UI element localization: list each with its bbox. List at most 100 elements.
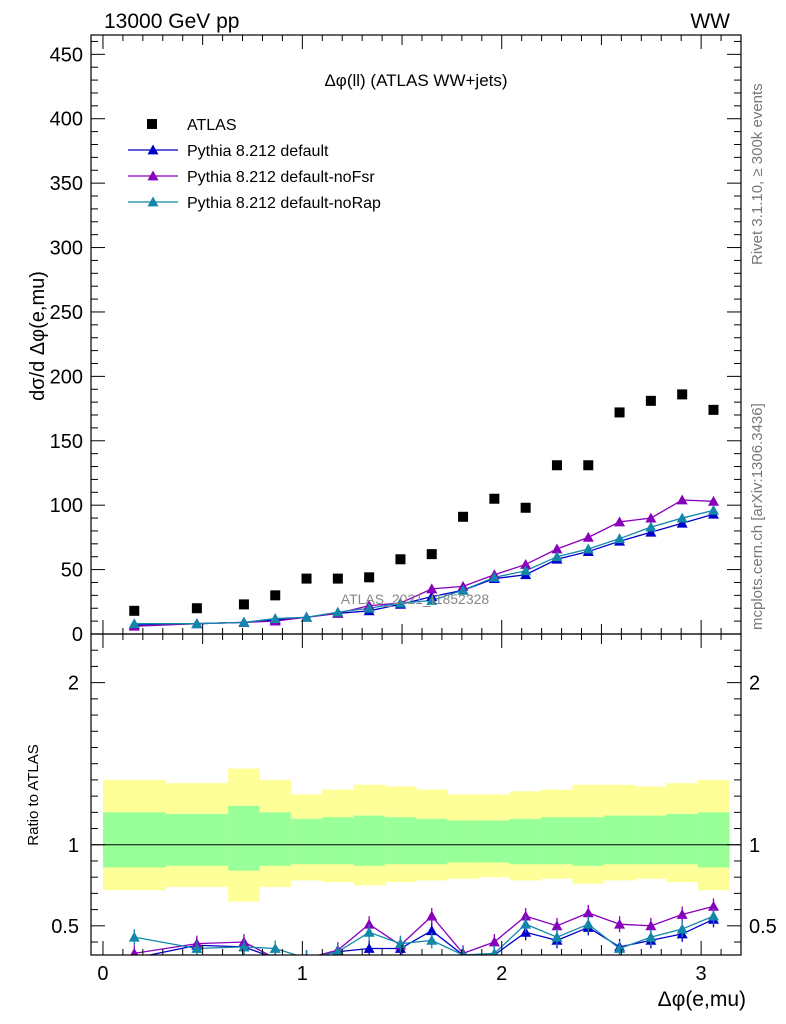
ratio-point-series-2 [128, 931, 140, 942]
ratio-axes: 0.5 0.5 1 1 2 2 0 1 2 3 [51, 634, 777, 985]
xtick-label: 1 [297, 963, 308, 985]
data-point-series-3 [645, 521, 657, 532]
ratio-point-series-1 [645, 920, 657, 931]
main-ytick-label: 50 [61, 560, 83, 582]
data-point-atlas [708, 404, 719, 415]
main-ytick-label: 0 [72, 624, 83, 646]
data-point-atlas [551, 460, 562, 471]
uncertainty-band-inner [697, 812, 730, 868]
data-point-atlas [270, 590, 281, 601]
data-point-series-3 [551, 551, 563, 562]
data-point-atlas [332, 573, 343, 584]
legend-label: Pythia 8.212 default [187, 143, 329, 160]
legend-marker-atlas [147, 119, 157, 129]
uncertainty-band-inner [165, 813, 229, 866]
data-point-series-2 [645, 512, 657, 523]
main-ytick-label: 150 [50, 431, 83, 453]
data-point-series-3 [128, 618, 140, 629]
data-point-series-3 [394, 597, 406, 608]
ratio-bands [102, 768, 730, 902]
uncertainty-band-inner [102, 812, 167, 868]
ratio-point-series-2 [394, 938, 406, 949]
legend-marker [147, 196, 159, 207]
ratio-point-series-2 [490, 947, 499, 955]
ratio-point-series-2 [269, 943, 281, 953]
uncertainty-band-inner [666, 813, 699, 865]
data-point-series-3 [301, 611, 313, 622]
legend-marker [147, 144, 159, 155]
data-point-atlas [645, 395, 656, 406]
data-point-atlas [364, 572, 375, 583]
process-label: WW [690, 10, 730, 33]
ratio-point-series-1 [520, 910, 532, 921]
ratio-data-layer [128, 898, 719, 955]
data-point-series-3 [269, 613, 281, 623]
ratio-point-series-2 [520, 918, 532, 929]
legend-marker [147, 170, 159, 181]
ratio-point-series-2 [551, 931, 563, 942]
main-title: Δφ(ll) (ATLAS WW+jets) [324, 71, 507, 90]
ratio-line-2 [134, 915, 714, 955]
ratio-ytick-label-right: 2 [749, 673, 760, 695]
ratio-point-series-2 [707, 910, 719, 921]
main-ytick-label: 450 [50, 44, 83, 66]
main-ytick-label: 200 [50, 366, 83, 388]
data-point-series-2 [614, 516, 626, 527]
main-ytick-label: 350 [50, 173, 83, 195]
series-line-1 [134, 513, 714, 626]
data-point-series-3 [426, 595, 438, 605]
ratio-point-series-1 [488, 936, 500, 947]
uncertainty-band-inner [322, 817, 354, 865]
uncertainty-band-inner [635, 815, 667, 865]
data-point-series-2 [426, 583, 438, 594]
ratio-point-series-1 [614, 918, 626, 929]
main-ytick-label: 400 [50, 109, 83, 131]
rivet-label: Rivet 3.1.10, ≥ 300k events [749, 83, 766, 265]
ratio-point-series-1 [130, 947, 139, 955]
ratio-ytick-label-right: 0.5 [749, 916, 777, 938]
data-point-atlas [677, 389, 688, 400]
series-line-2 [134, 499, 714, 627]
data-point-series-2 [520, 558, 532, 569]
watermark-label: ATLAS_2021_I1852328 [341, 591, 490, 607]
ratio-point-series-2 [645, 931, 657, 942]
data-point-series-3 [614, 533, 626, 544]
ratio-ylabel: Ratio to ATLAS [25, 744, 42, 845]
ratio-point-series-2 [332, 946, 343, 955]
uncertainty-band-inner [290, 818, 323, 865]
ratio-point-series-1 [426, 910, 438, 921]
uncertainty-band-inner [509, 818, 542, 865]
uncertainty-band-inner [447, 820, 480, 863]
ratio-line-0 [146, 918, 714, 955]
data-point-atlas [520, 502, 531, 513]
data-point-series-2 [707, 495, 719, 506]
data-point-series-1 [645, 526, 657, 537]
ratio-ytick-label-right: 1 [749, 835, 760, 857]
data-point-series-3 [457, 584, 469, 595]
uncertainty-band-inner [541, 817, 574, 865]
ratio-point-series-0 [363, 943, 375, 953]
main-plot: ATLAS_2021_I1852328 Δφ(ll) (ATLAS WW+jet… [27, 34, 742, 646]
data-point-atlas [489, 493, 500, 504]
data-point-atlas [583, 460, 594, 471]
ratio-point-series-1 [363, 918, 375, 929]
ratio-point-series-2 [676, 923, 688, 934]
mcplots-label: mcplots.cern.ch [arXiv:1306.3436] [749, 403, 766, 630]
xtick-label: 2 [496, 963, 507, 985]
data-point-series-3 [676, 512, 688, 523]
data-point-series-3 [238, 616, 250, 627]
data-point-atlas [238, 599, 249, 610]
legend-label: Pythia 8.212 default-noFsr [187, 169, 375, 186]
main-ytick-label: 100 [50, 495, 83, 517]
main-ylabel: dσ/d Δφ(e,mu) [27, 271, 49, 401]
data-point-series-3 [363, 602, 375, 613]
main-ytick-label: 250 [50, 302, 83, 324]
main-data-layer [128, 389, 719, 631]
data-point-series-3 [332, 606, 344, 617]
ratio-point-series-1 [707, 900, 719, 911]
data-point-atlas [129, 605, 140, 616]
ratio-plot: 0.5 0.5 1 1 2 2 0 1 2 3 Ratio to ATLAS [25, 633, 777, 985]
data-point-series-3 [582, 543, 594, 554]
data-point-series-2 [676, 494, 688, 505]
